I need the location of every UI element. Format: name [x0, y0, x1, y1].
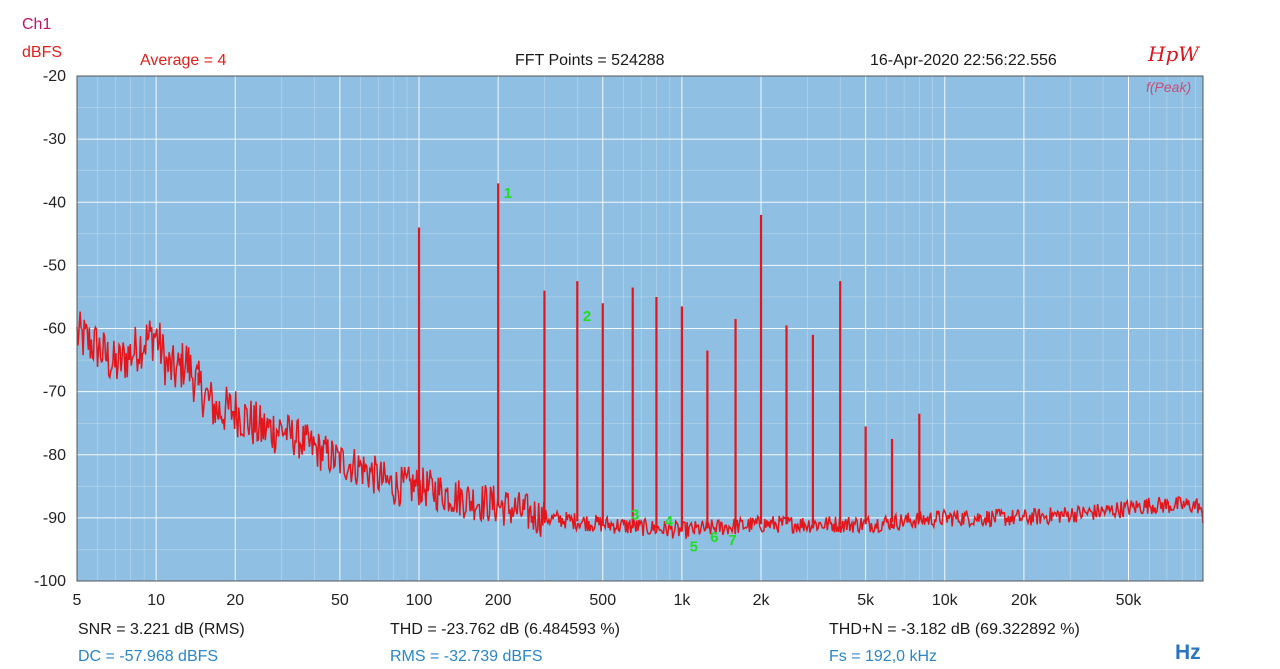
x-tick-label: 500 — [589, 592, 616, 609]
fs-value: Fs = 192,0 kHz — [829, 648, 938, 665]
hpw-logo: HpW — [1148, 42, 1199, 66]
noise-floor-trace — [76, 311, 1204, 539]
x-tick-label: 50k — [1116, 592, 1143, 609]
x-tick-label: 20k — [1011, 592, 1038, 609]
snr-value: SNR = 3.221 dB (RMS) — [78, 621, 245, 638]
harmonic-marker: 7 — [728, 532, 736, 549]
timestamp-label: 16-Apr-2020 22:56:22.556 — [870, 52, 1057, 69]
y-tick-label: -90 — [43, 510, 66, 527]
thd-value: THD = -23.762 dB (6.484593 %) — [390, 621, 620, 638]
x-tick-label: 20 — [226, 592, 244, 609]
x-tick-label: 1k — [673, 592, 691, 609]
dc-value: DC = -57.968 dBFS — [78, 648, 219, 665]
plot-border — [76, 75, 1204, 582]
y-tick-label: -50 — [43, 257, 66, 274]
channel-label: Ch1 — [22, 16, 52, 33]
y-tick-labels: -20 -30 -40 -50 -60 -70 -80 -90 -100 — [34, 68, 66, 590]
y-tick-label: -70 — [43, 384, 66, 401]
fft-points-label: FFT Points = 524288 — [515, 52, 665, 69]
x-tick-label: 10 — [147, 592, 165, 609]
x-tick-labels: 5 10 20 50 100 200 500 1k 2k 5k 10k 20k 50k — [73, 592, 1143, 609]
x-tick-label: 5k — [857, 592, 875, 609]
x-tick-label: 50 — [331, 592, 349, 609]
spectrum-trace — [76, 183, 1204, 539]
x-tick-label: 5 — [73, 592, 82, 609]
harmonic-marker: 5 — [690, 538, 698, 555]
y-tick-label: -20 — [43, 68, 66, 85]
x-unit-label: Hz — [1175, 641, 1201, 664]
y-unit-label: dBFS — [22, 44, 63, 61]
harmonic-marker: 2 — [583, 308, 591, 325]
harmonic-marker: 4 — [665, 513, 674, 530]
harmonic-marker: 6 — [710, 529, 718, 546]
peak-mode-label: f(Peak) — [1146, 79, 1192, 95]
y-tick-label: -60 — [43, 321, 66, 338]
average-label: Average = 4 — [140, 52, 227, 69]
y-tick-label: -100 — [34, 573, 66, 590]
x-tick-label: 100 — [406, 592, 433, 609]
harmonic-marker: 1 — [504, 185, 512, 202]
harmonic-marker: 3 — [631, 507, 639, 524]
y-tick-label: -80 — [43, 447, 66, 464]
x-tick-label: 2k — [753, 592, 771, 609]
harmonic-markers: 1 2 3 456 7 — [504, 185, 737, 556]
y-tick-label: -30 — [43, 131, 66, 148]
x-tick-label: 200 — [485, 592, 512, 609]
rms-value: RMS = -32.739 dBFS — [390, 648, 543, 665]
y-tick-label: -40 — [43, 194, 66, 211]
x-tick-label: 10k — [932, 592, 959, 609]
thdn-value: THD+N = -3.182 dB (69.322892 %) — [829, 621, 1080, 638]
